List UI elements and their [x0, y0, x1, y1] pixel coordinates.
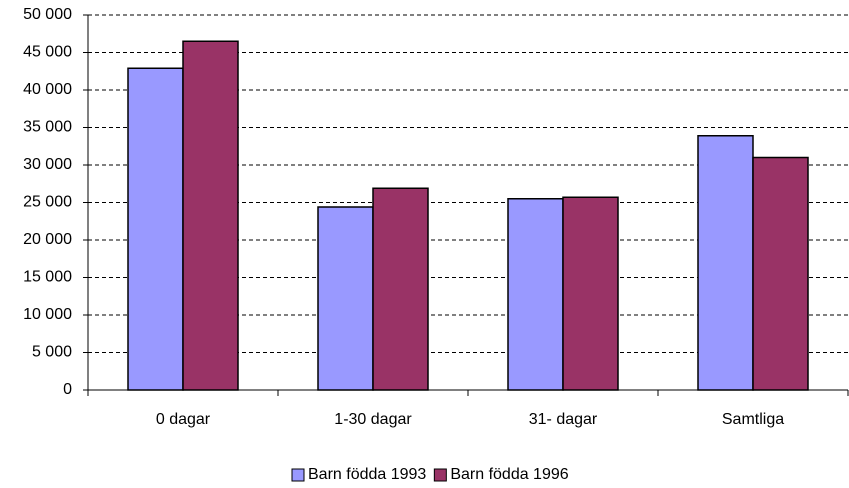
y-tick-label: 30 000: [23, 156, 72, 173]
x-tick-label: 31- dagar: [529, 411, 598, 428]
y-tick-label: 15 000: [23, 269, 72, 286]
y-tick-label: 25 000: [23, 194, 72, 211]
bar: [127, 67, 184, 391]
y-tick-label: 5 000: [32, 344, 72, 361]
bar: [182, 40, 239, 391]
x-tick-label: 0 dagar: [156, 411, 211, 428]
y-tick-label: 10 000: [23, 306, 72, 323]
y-tick-label: 45 000: [23, 44, 72, 61]
legend-swatch: [433, 468, 447, 482]
x-tick-label: 1-30 dagar: [334, 411, 412, 428]
y-tick-label: 40 000: [23, 81, 72, 98]
legend-swatch: [291, 468, 305, 482]
legend-label: Barn födda 1993: [308, 466, 426, 483]
bar: [372, 187, 429, 391]
y-tick-label: 20 000: [23, 231, 72, 248]
y-tick-label: 35 000: [23, 119, 72, 136]
bar: [697, 135, 754, 391]
legend-label: Barn födda 1996: [450, 466, 568, 483]
bar: [562, 196, 619, 391]
bar: [752, 156, 809, 391]
x-tick-label: Samtliga: [722, 411, 784, 428]
y-tick-label: 0: [63, 381, 72, 398]
y-tick-label: 50 000: [23, 6, 72, 23]
bar: [507, 198, 564, 391]
bar: [317, 206, 374, 391]
